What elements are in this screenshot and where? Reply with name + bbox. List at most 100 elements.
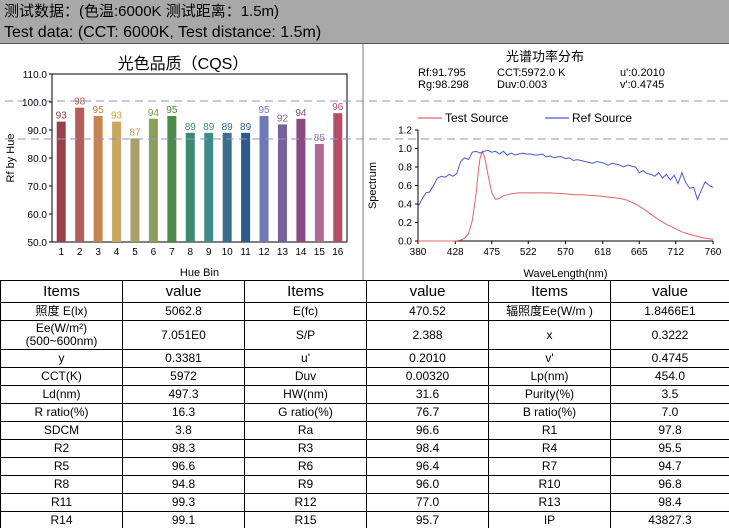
cqs-bar xyxy=(241,132,251,242)
table-cell: 98.4 xyxy=(366,439,489,458)
table-cell: R1 xyxy=(488,421,611,440)
table-cell: 454.0 xyxy=(610,367,729,386)
table-cell: R9 xyxy=(244,475,367,494)
cqs-xtick-label: 7 xyxy=(169,247,175,258)
cqs-bar xyxy=(56,121,66,242)
cqs-xtick-label: 16 xyxy=(332,247,344,258)
cqs-bar xyxy=(333,113,343,242)
table-cell: 99.3 xyxy=(122,493,245,512)
measurement-table: Items value Items value Items value 照度 E(lx) 50… xyxy=(0,280,729,528)
table-cell: 0.3381 xyxy=(122,349,245,368)
table-cell: Ld(nm) xyxy=(0,385,123,404)
table-cell: R2 xyxy=(0,439,123,458)
cqs-ytick-label: 100.0 xyxy=(22,98,47,109)
table-cell: R7 xyxy=(488,457,611,476)
table-cell: B ratio(%) xyxy=(488,403,611,422)
table-row: Ee(W/m²)(500~600nm) 7.051E0 S/P 2.388 x 0.322… xyxy=(0,320,729,350)
spd-xtick-label: 760 xyxy=(705,247,722,258)
table-header-cell: value xyxy=(610,280,729,303)
spd-ytick-label: 1.0 xyxy=(398,144,412,155)
table-cell: R10 xyxy=(488,475,611,494)
cqs-bar-label: 95 xyxy=(258,105,270,116)
cqs-bar-label: 89 xyxy=(185,122,197,133)
cqs-bar-label: 93 xyxy=(56,111,68,122)
table-cell: 31.6 xyxy=(366,385,489,404)
table-cell: 辐照度Ee(W/m ) xyxy=(488,302,611,321)
table-cell: 95.7 xyxy=(366,511,489,528)
table-header-cell: Items xyxy=(488,280,611,303)
table-cell: 5062.8 xyxy=(122,302,245,321)
table-header-cell: value xyxy=(122,280,245,303)
spd-xtick-label: 665 xyxy=(631,247,648,258)
cqs-xtick-label: 6 xyxy=(151,247,157,258)
spd-xtick-label: 570 xyxy=(557,247,574,258)
table-cell: 照度 E(lx) xyxy=(0,302,123,321)
cqs-bar xyxy=(167,116,177,242)
cqs-bar xyxy=(112,121,122,242)
table-row: R ratio(%) 16.3 G ratio(%) 76.7 B ratio(%) 7.… xyxy=(0,403,729,422)
cqs-xtick-label: 12 xyxy=(258,247,270,258)
cqs-bar-label: 95 xyxy=(93,105,105,116)
table-cell: 3.8 xyxy=(122,421,245,440)
spd-ytick-label: 0.0 xyxy=(398,237,412,248)
spd-series-line xyxy=(417,149,714,208)
table-cell: CCT(K) xyxy=(0,367,123,386)
table-cell: 497.3 xyxy=(122,385,245,404)
cqs-bar-label: 87 xyxy=(129,127,141,138)
table-header-cell: Items xyxy=(244,280,367,303)
spd-ytick-label: 0.2 xyxy=(398,218,412,229)
report-header: 测试数据：(色温:6000K 测试距离：1.5m) Test data: (CC… xyxy=(0,0,729,44)
table-cell: v' xyxy=(488,349,611,368)
spd-xtick-label: 712 xyxy=(667,247,684,258)
cqs-ytick-label: 110.0 xyxy=(23,70,48,81)
cqs-bar xyxy=(314,144,324,242)
table-cell: R15 xyxy=(244,511,367,528)
table-cell: Ee(W/m²)(500~600nm) xyxy=(0,320,123,350)
spd-ytick-label: 1.2 xyxy=(398,126,412,137)
table-cell: 7.0 xyxy=(610,403,729,422)
header-title-cn: 测试数据：(色温:6000K 测试距离：1.5m) xyxy=(4,3,280,20)
cqs-xtick-label: 14 xyxy=(295,247,307,258)
cqs-bar-label: 94 xyxy=(148,108,160,119)
cqs-xtick-label: 2 xyxy=(77,247,83,258)
table-cell: 3.5 xyxy=(610,385,729,404)
spd-xtick-label: 522 xyxy=(520,247,537,258)
table-row: R11 99.3 R12 77.0 R13 98.4 xyxy=(0,493,729,512)
table-cell: R14 xyxy=(0,511,123,528)
table-cell: 2.388 xyxy=(366,320,489,350)
cqs-xlabel: Hue Bin xyxy=(180,267,219,279)
table-cell: 96.6 xyxy=(122,457,245,476)
table-header-row: Items value Items value Items value xyxy=(0,280,729,303)
table-cell: IP xyxy=(488,511,611,528)
spd-xtick-label: 618 xyxy=(594,247,611,258)
table-row: R5 96.6 R6 96.4 R7 94.7 xyxy=(0,457,729,476)
table-row: R14 99.1 R15 95.7 IP 43827.3 xyxy=(0,511,729,528)
table-cell: 470.52 xyxy=(366,302,489,321)
charts-panel: 光色品质（CQS） 50.0 60.0 70.0 80.0 90.0 100.0 110.0 9… xyxy=(0,44,729,280)
table-cell: Ra xyxy=(244,421,367,440)
table-cell: 77.0 xyxy=(366,493,489,512)
table-cell: R3 xyxy=(244,439,367,458)
table-cell: SDCM xyxy=(0,421,123,440)
cqs-xtick-label: 15 xyxy=(314,247,326,258)
cqs-bar-label: 89 xyxy=(222,122,234,133)
table-cell: 76.7 xyxy=(366,403,489,422)
stat-duv: Duv:0.003 xyxy=(497,79,547,91)
cqs-ylabel: Rf by Hue xyxy=(5,134,17,183)
table-cell: 94.7 xyxy=(610,457,729,476)
spd-ytick-label: 0.6 xyxy=(398,181,412,192)
cqs-chart: 光色品质（CQS）50.060.070.080.090.0100.0110.09… xyxy=(5,44,729,280)
stat-rf: Rf:91.795 xyxy=(418,67,466,79)
table-cell: 97.8 xyxy=(610,421,729,440)
cqs-xtick-label: 5 xyxy=(132,247,138,258)
table-cell: 7.051E0 xyxy=(122,320,245,350)
cqs-bar-label: 96 xyxy=(332,102,344,113)
spd-xtick-label: 475 xyxy=(483,247,500,258)
table-cell: E(fc) xyxy=(244,302,367,321)
table-cell: 96.4 xyxy=(366,457,489,476)
cqs-bar xyxy=(296,118,306,242)
legend-label: Test Source xyxy=(445,111,509,125)
cqs-ytick-label: 50.0 xyxy=(28,238,48,249)
cqs-xtick-label: 8 xyxy=(188,247,194,258)
cqs-bar xyxy=(259,116,269,242)
